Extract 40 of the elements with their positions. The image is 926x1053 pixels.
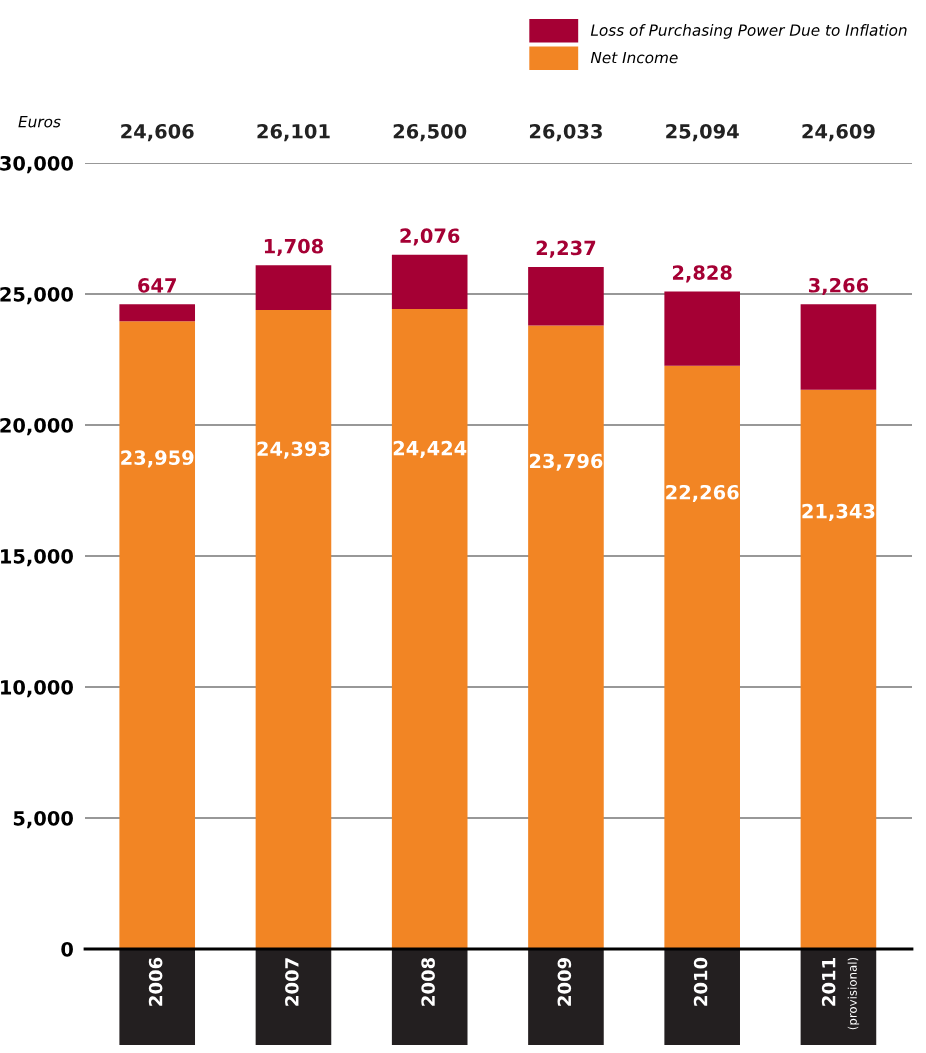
y-axis-title: Euros [18, 116, 61, 128]
data-label: 22,266 [666, 484, 739, 503]
y-tick-label: 10,000 [1, 679, 73, 698]
x-tick-label: 2011 (provisional) [821, 957, 860, 1030]
bar [255, 265, 332, 310]
legend-label: Net Income [590, 51, 678, 64]
data-label: 2,237 [536, 240, 596, 258]
y-tick-label: 30,000 [0, 155, 73, 174]
bar [391, 254, 468, 310]
x-tick-label: 2007 [285, 958, 299, 1006]
data-label: 2,076 [400, 228, 460, 246]
data-label: 24,424 [393, 440, 467, 458]
y-tick-label: 25,000 [0, 286, 73, 305]
bar [119, 304, 196, 322]
data-label: 23,796 [529, 453, 603, 471]
legend-label: Loss of Purchasing Power Due to Inflation [590, 24, 907, 39]
y-tick-label: 15,000 [1, 548, 73, 567]
data-label: 21,343 [802, 503, 875, 521]
data-label: 3,266 [808, 277, 869, 296]
data-label: 23,959 [121, 450, 194, 468]
x-tick-label: 2006 [148, 957, 163, 1006]
x-tick-label: 2008 [421, 957, 435, 1006]
y-tick-label: 5,000 [13, 810, 73, 829]
text: 26,500 [393, 123, 467, 142]
y-tick-label: 20,000 [0, 417, 73, 436]
data-label: 2,828 [672, 265, 732, 283]
data-label: 24,393 [257, 441, 330, 459]
text: 26,101 [257, 123, 330, 142]
bar [664, 291, 740, 366]
text: 24,606 [121, 123, 194, 142]
text: 24,609 [802, 123, 875, 142]
text: 26,033 [529, 123, 602, 142]
data-label: 647 [138, 278, 176, 293]
bar [528, 266, 604, 326]
data-label: 1,708 [264, 238, 323, 257]
y-tick-label: 0 [61, 941, 73, 957]
x-tick-label: 2009 [557, 958, 572, 1006]
bar [800, 304, 877, 390]
x-tick-label: 2010 [693, 957, 708, 1006]
text: 25,094 [666, 123, 739, 142]
